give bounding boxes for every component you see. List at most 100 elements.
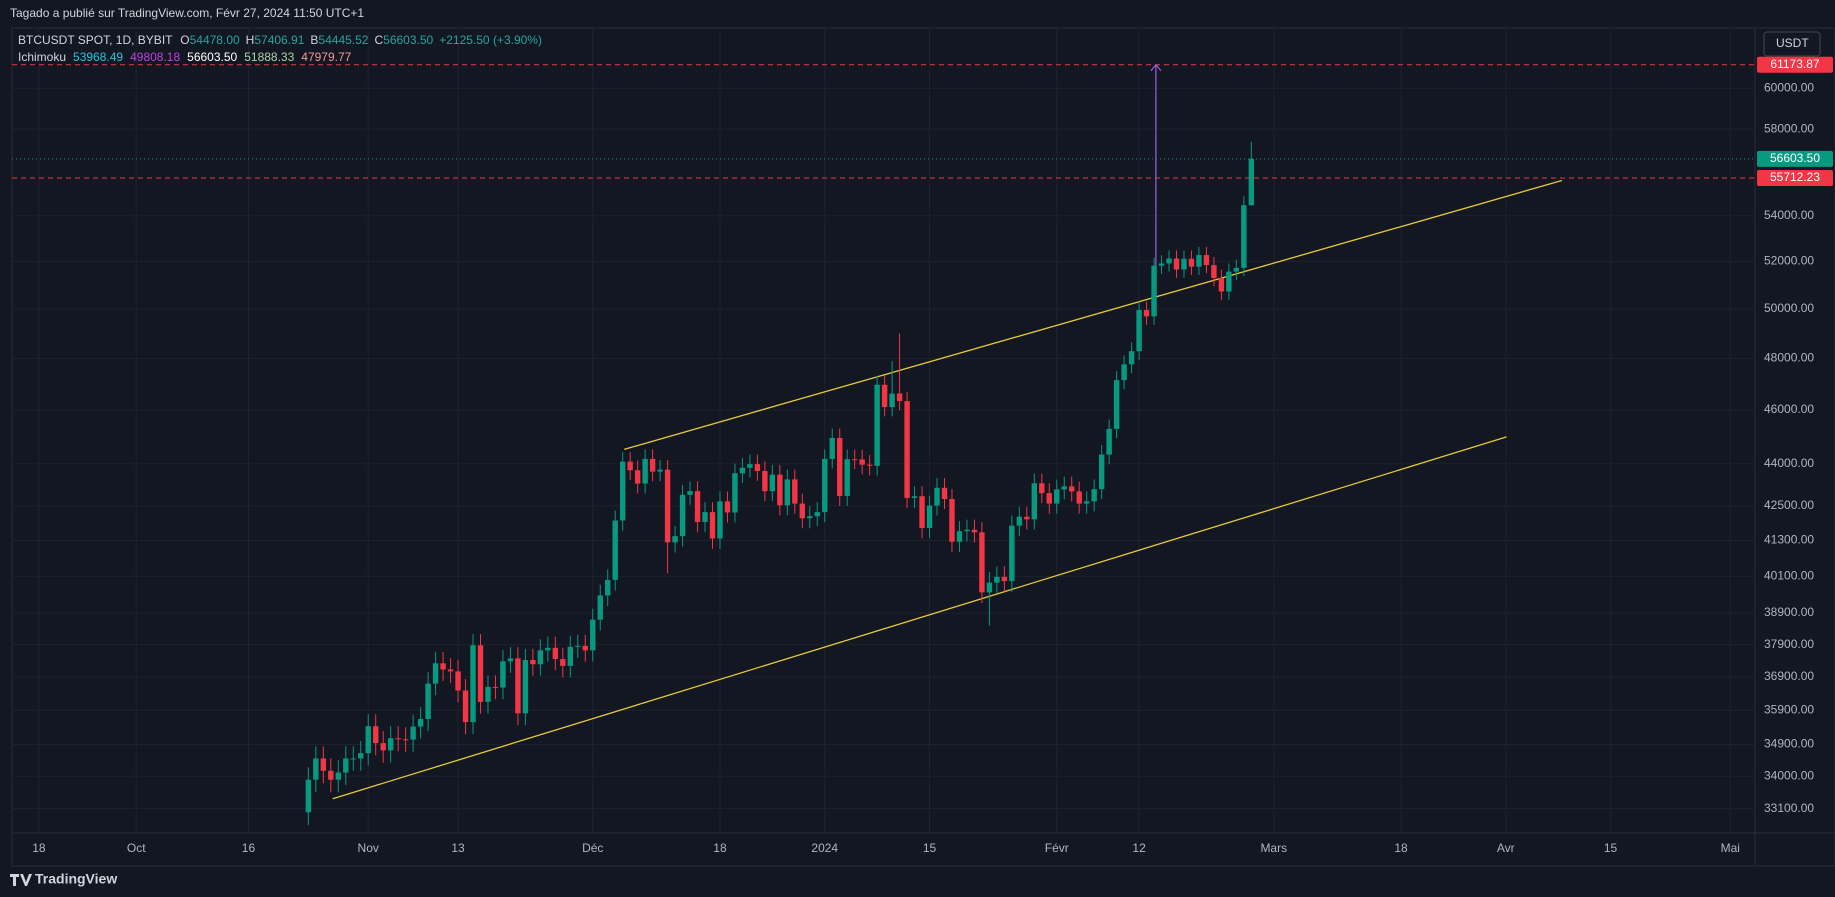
legend-value: 54445.52	[318, 33, 368, 47]
candle-body	[1173, 258, 1180, 270]
candle-body	[829, 437, 835, 459]
candle-body	[1211, 265, 1217, 278]
legend-symbol: BTCUSDT SPOT, 1D, BYBIT	[18, 33, 173, 47]
x-tick-label: 15	[923, 841, 937, 855]
candle-body	[1188, 258, 1195, 267]
legend-key: O	[180, 33, 189, 47]
x-tick-label: Oct	[127, 841, 146, 855]
candle-body	[709, 512, 716, 539]
currency-button[interactable]	[1763, 31, 1821, 57]
candle-body	[1143, 310, 1150, 317]
candle-body	[822, 458, 828, 513]
candle-body	[837, 437, 843, 496]
candle-body	[582, 645, 588, 651]
legend-key: C	[374, 33, 383, 47]
indicator-value: 51888.33	[244, 50, 294, 64]
candle-body	[410, 726, 416, 740]
chart-frame	[11, 27, 1835, 867]
candle-body	[447, 669, 454, 672]
candle-body	[402, 739, 409, 741]
candle-body	[926, 505, 933, 529]
x-tick-label: 12	[1132, 841, 1146, 855]
candle-body	[597, 595, 603, 620]
candle-body	[874, 384, 880, 466]
indicator-value: 47979.77	[301, 50, 351, 64]
y-tick-label: 46000.00	[1764, 402, 1814, 416]
candle-body	[664, 469, 671, 543]
x-tick-label: Févr	[1045, 841, 1069, 855]
indicator-row: Ichimoku 53968.49 49808.18 56603.50 51888.33…	[18, 50, 352, 64]
publisher-header: Tagado a publié sur TradingView.com, Fév…	[10, 6, 364, 20]
candle-body	[1121, 364, 1127, 381]
legend-value: 56603.50	[383, 33, 433, 47]
candle-body	[687, 491, 693, 495]
x-tick-label: 18	[32, 841, 46, 855]
y-tick-label: 37900.00	[1764, 637, 1814, 651]
footer-brand: TradingView	[35, 871, 117, 887]
candle-body	[1106, 428, 1112, 455]
legend-key: H	[246, 33, 255, 47]
y-tick-label: 50000.00	[1764, 301, 1814, 315]
indicator-value: 56603.50	[187, 50, 237, 64]
level-label-box	[1757, 170, 1833, 187]
candle-body	[724, 501, 731, 513]
candle-body	[634, 470, 641, 484]
candle-body	[485, 686, 491, 702]
y-tick-label: 54000.00	[1764, 208, 1814, 222]
y-tick-label: 44000.00	[1764, 456, 1814, 470]
candle-body	[807, 516, 813, 519]
candle-body	[941, 487, 948, 500]
candle-body	[522, 660, 529, 714]
indicator-name: Ichimoku	[18, 50, 66, 64]
candle-body	[1031, 483, 1038, 520]
trendline	[624, 179, 1563, 450]
x-tick-label: 16	[242, 841, 256, 855]
candle-body	[934, 487, 940, 506]
candle-body	[1113, 380, 1120, 429]
candle-body	[881, 384, 888, 408]
candle-body	[754, 464, 761, 472]
candle-body	[335, 772, 341, 780]
candle-body	[1054, 489, 1060, 504]
currency-label[interactable]: USDT	[1776, 36, 1809, 50]
x-tick-label: Nov	[358, 841, 379, 855]
candle-body	[979, 532, 985, 593]
x-tick-label: 13	[451, 841, 465, 855]
candle-body	[440, 663, 446, 670]
indicator-value: 53968.49	[73, 50, 123, 64]
candle-body	[994, 576, 1000, 583]
candle-body	[792, 479, 798, 504]
y-tick-label: 58000.00	[1764, 121, 1814, 135]
level-label: 61173.87	[1770, 57, 1819, 71]
candle-body	[373, 726, 379, 744]
candle-body	[1226, 271, 1232, 292]
candle-body	[1009, 525, 1015, 582]
candle-body	[642, 458, 648, 484]
x-tick-label: 15	[1604, 841, 1618, 855]
candle-body	[545, 647, 551, 651]
candle-body	[739, 467, 746, 474]
candle-body	[964, 529, 970, 532]
candle-body	[649, 458, 656, 472]
candle-body	[313, 758, 319, 780]
candle-body	[814, 512, 820, 517]
candle-body	[679, 494, 686, 537]
candle-body	[1091, 489, 1097, 502]
legend-value: 57406.91	[254, 33, 304, 47]
candle-body	[380, 743, 386, 751]
candle-body	[358, 753, 364, 759]
y-tick-label: 34900.00	[1764, 737, 1814, 751]
candle-body	[387, 738, 394, 751]
y-tick-label: 34000.00	[1764, 768, 1814, 782]
candle-body	[343, 758, 349, 773]
y-tick-label: 38900.00	[1764, 605, 1814, 619]
legend-value: 54478.00	[190, 33, 240, 47]
candle-body	[365, 726, 371, 754]
last-price-box	[1757, 150, 1833, 167]
candle-body	[432, 663, 439, 684]
candle-body	[1039, 483, 1045, 494]
legend-change: +2125.50 (+3.90%)	[439, 33, 542, 47]
candle-body	[859, 459, 865, 465]
